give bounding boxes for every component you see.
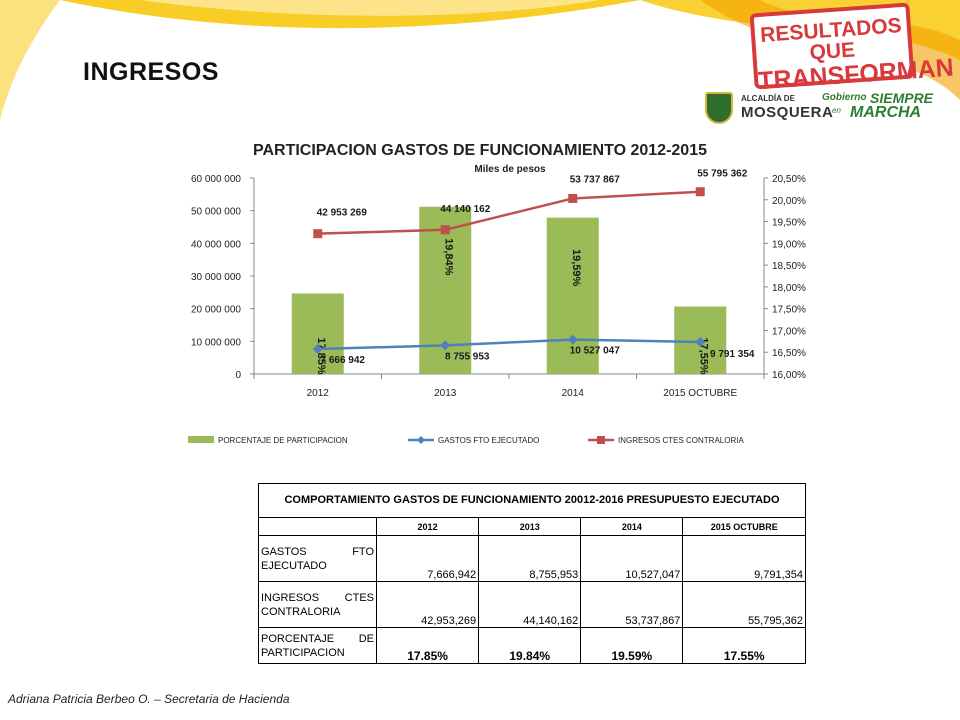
x-tick-label: 2015 OCTUBRE (663, 388, 737, 399)
y-left-tick-label: 10 000 000 (191, 337, 241, 348)
y-left-tick-label: 30 000 000 (191, 272, 241, 283)
table-header-cell: 2014 (580, 517, 684, 536)
point-ingresos (568, 193, 578, 203)
line-data-label: 53 737 867 (570, 174, 620, 185)
table-cell: 42,953,269 (375, 581, 480, 628)
table-row: PORCENTAJE DE PARTICIPACION 17.85% 19.84… (258, 627, 806, 664)
point-ingresos (695, 187, 705, 197)
y-right-tick-label: 16,00% (772, 370, 806, 381)
y-left-tick-label: 60 000 000 (191, 174, 241, 185)
chart-title: PARTICIPACION GASTOS DE FUNCIONAMIENTO 2… (252, 142, 707, 159)
line-ingresos (317, 190, 701, 235)
table-header-cell: 2012 (375, 517, 480, 536)
table-header-cell: 2013 (478, 517, 582, 536)
bar-participacion (546, 217, 599, 374)
alcaldia-line-1: ALCALDÍA DE (741, 94, 795, 103)
table-cell: 17.85% (375, 627, 480, 664)
line-data-label: 42 953 269 (317, 208, 367, 219)
row-label: INGRESOS CTES CONTRALORIA (258, 581, 377, 628)
legend-marker (417, 436, 425, 444)
comportamiento-table: COMPORTAMIENTO GASTOS DE FUNCIONAMIENTO … (258, 483, 806, 664)
top-yellow-swoosh-light (140, 0, 600, 16)
bar-data-label: 19,59% (570, 249, 582, 287)
gobierno-line-2: SIEMPRE (870, 90, 934, 106)
gobierno-line-3: en (832, 106, 841, 115)
shield-icon (705, 92, 733, 124)
gobierno-logo: Gobierno SIEMPRE en MARCHA (822, 90, 942, 126)
alcaldia-line-2: MOSQUERA (741, 104, 834, 121)
line-data-label: 55 795 362 (697, 169, 747, 180)
y-right-tick-label: 17,00% (772, 326, 806, 337)
table-cell: 7,666,942 (375, 535, 480, 582)
y-left-tick-label: 50 000 000 (191, 207, 241, 218)
line-data-label: 7 666 942 (321, 355, 366, 366)
legend-label: INGRESOS CTES CONTRALORIA (618, 436, 744, 445)
x-tick-label: 2012 (307, 388, 330, 399)
table-cell: 9,791,354 (682, 535, 806, 582)
line-data-label: 8 755 953 (445, 351, 490, 362)
table-cell: 8,755,953 (478, 535, 582, 582)
x-tick-label: 2014 (562, 388, 585, 399)
table-cell: 10,527,047 (580, 535, 684, 582)
point-gastos (567, 334, 578, 345)
participacion-chart: 0 10 000 000 20 000 000 30 000 000 40 000 00… (188, 169, 806, 445)
legend-swatch (188, 436, 214, 443)
table-cell: 17.55% (682, 627, 806, 664)
gobierno-line-1: Gobierno (822, 92, 867, 103)
table-cell: 55,795,362 (682, 581, 806, 628)
chart-subtitle: Miles de pesos (474, 164, 546, 175)
point-gastos (695, 337, 706, 348)
table-header-cell: 2015 OCTUBRE (682, 517, 806, 536)
table-cell: 19.84% (478, 627, 582, 664)
y-left-tick-label: 40 000 000 (191, 239, 241, 250)
legend-marker (597, 436, 605, 444)
y-right-tick-label: 19,00% (772, 239, 806, 250)
bar-data-label: 19,84% (442, 238, 454, 276)
bar-participacion (291, 293, 344, 374)
point-gastos (312, 343, 323, 354)
row-label: PORCENTAJE DE PARTICIPACION (258, 627, 377, 664)
legend-label: PORCENTAJE DE PARTICIPACION (218, 436, 348, 445)
table-cell: 19.59% (580, 627, 684, 664)
left-yellow-swoosh (0, 0, 60, 120)
point-gastos (440, 340, 451, 351)
y-right-tick-label: 20,00% (772, 196, 806, 207)
table-cell: 44,140,162 (478, 581, 582, 628)
point-ingresos (440, 225, 450, 235)
line-gastos (317, 338, 701, 351)
y-left-tick-label: 20 000 000 (191, 305, 241, 316)
slide-title: INGRESOS (83, 58, 219, 86)
line-data-label: 9 791 354 (710, 349, 755, 360)
footer-author: Adriana Patricia Berbeo O. – Secretaria … (8, 692, 290, 706)
table-header-row: 2012 2013 2014 2015 OCTUBRE (258, 517, 806, 536)
y-left-tick-label: 0 (235, 370, 241, 381)
y-right-tick-label: 17,50% (772, 305, 806, 316)
line-data-label: 10 527 047 (570, 346, 620, 357)
point-ingresos (313, 229, 323, 239)
y-right-tick-label: 18,00% (772, 283, 806, 294)
y-right-tick-label: 20,50% (772, 174, 806, 185)
table-row: GASTOS FTO EJECUTADO 7,666,942 8,755,953… (258, 535, 806, 582)
gobierno-line-4: MARCHA (850, 104, 922, 121)
table-row: INGRESOS CTES CONTRALORIA 42,953,269 44,… (258, 581, 806, 628)
row-label: GASTOS FTO EJECUTADO (258, 535, 377, 582)
y-right-tick-label: 19,50% (772, 218, 806, 229)
line-data-label: 44 140 162 (440, 204, 490, 215)
table-header-empty (258, 517, 377, 536)
table-caption: COMPORTAMIENTO GASTOS DE FUNCIONAMIENTO … (258, 483, 806, 518)
alcaldia-logo: ALCALDÍA DE MOSQUERA (705, 92, 833, 126)
x-tick-label: 2013 (434, 388, 457, 399)
y-right-tick-label: 18,50% (772, 261, 806, 272)
table-cell: 53,737,867 (580, 581, 684, 628)
y-right-tick-label: 16,50% (772, 348, 806, 359)
legend-label: GASTOS FTO EJECUTADO (438, 436, 539, 445)
